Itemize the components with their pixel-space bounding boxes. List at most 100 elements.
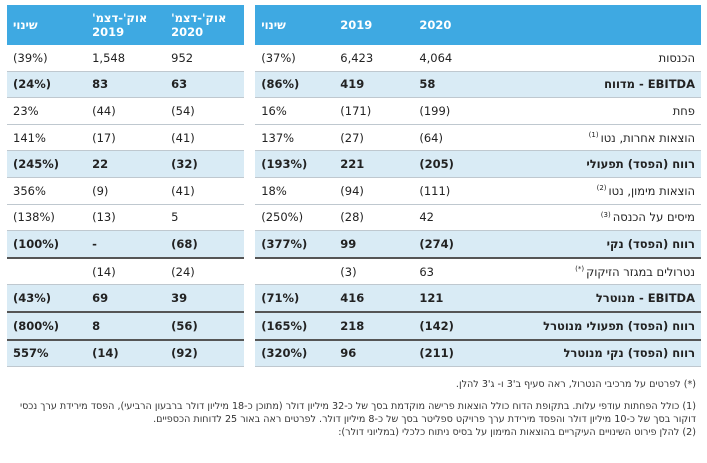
row-label: הוצאות מימון, נטו [608, 183, 695, 198]
cell-q2020: 5 [165, 204, 245, 232]
cell-q2019: (14) [86, 339, 166, 368]
column-gap [244, 71, 256, 98]
cell-qchange: 23% [7, 97, 87, 125]
cell-q2020: (32) [165, 150, 245, 178]
table-row: הוצאות אחרות, נטו(1) (64) (27) 137% (41) (17)… [7, 124, 701, 152]
cell-change: (193%) [255, 150, 335, 178]
column-gap [244, 124, 256, 151]
cell-q2019: - [86, 230, 166, 259]
cell-y2019: (28) [334, 204, 414, 232]
cell-q2020: 952 [165, 45, 245, 72]
column-gap [244, 230, 256, 258]
row-footnote-ref: (3) [600, 210, 611, 219]
footnotes: (*) לפרטים על מרכיבי הנטרול, ראה סעיף ב'… [8, 378, 696, 439]
row-label: פחת [672, 103, 695, 118]
row-label-cell: פחת [492, 97, 701, 125]
row-footnote-ref: (2) [596, 183, 607, 192]
cell-y2020: (205) [413, 150, 493, 178]
cell-q2019: 83 [86, 71, 166, 99]
row-label: מיסים על הכנסה [612, 210, 695, 225]
table-row: פחת (199) (171) 16% (54) (44) 23% [7, 97, 701, 125]
cell-qchange: 356% [7, 177, 87, 205]
cell-change: (250%) [255, 204, 335, 232]
table-row: רווח (הפסד) נקי מנוטרל (211) 96 (320%) (92)(… [7, 339, 701, 368]
cell-y2020: 42 [413, 204, 493, 232]
row-label-cell: EBITDA - מנוטרל [492, 284, 701, 313]
row-label-cell: רווח (הפסד) תפעולי מנוטרל [492, 311, 701, 341]
cell-qchange: (43%) [7, 284, 87, 313]
cell-q2020: (24) [165, 256, 245, 286]
cell-change [255, 256, 335, 286]
row-label: הוצאות אחרות, נטו [600, 130, 695, 145]
cell-q2019: (9) [86, 177, 166, 205]
cell-y2019: 221 [334, 150, 414, 178]
row-label-cell: רווח (הפסד) תפעולי [492, 150, 701, 178]
cell-qchange: 557% [7, 339, 87, 368]
cell-y2019: (27) [334, 124, 414, 152]
cell-y2019: 218 [334, 311, 414, 341]
cell-y2020: (111) [413, 177, 493, 205]
row-label-cell: הוצאות אחרות, נטו(1) [492, 124, 701, 152]
cell-qchange: (800%) [7, 311, 87, 341]
cell-q2019: 22 [86, 150, 166, 178]
column-gap [244, 311, 256, 340]
cell-y2020: 58 [413, 71, 493, 99]
row-label-cell: הוצאות מימון, נטו(2) [492, 177, 701, 205]
row-label-cell: רווח (הפסד) נקי [492, 230, 701, 259]
cell-q2019: 8 [86, 311, 166, 341]
cell-q2020: (56) [165, 311, 245, 341]
header-q-change: שינוי [7, 5, 87, 45]
row-label: EBITDA - מנוטרל [595, 291, 695, 306]
cell-y2019: (3) [334, 256, 414, 286]
column-gap [244, 150, 256, 178]
cell-y2020: 121 [413, 284, 493, 313]
cell-q2020: (92) [165, 339, 245, 368]
cell-q2019: 69 [86, 284, 166, 313]
cell-qchange [7, 256, 87, 286]
cell-q2019: (13) [86, 204, 166, 232]
cell-q2020: (68) [165, 230, 245, 259]
cell-change: (320%) [255, 339, 335, 368]
header-2020: 2020 [413, 5, 493, 45]
column-gap [244, 45, 256, 72]
cell-q2019: (14) [86, 256, 166, 286]
table-row: רווח (הפסד) תפעולי מנוטרל (142) 218 (165%) (… [7, 311, 701, 341]
column-gap [244, 97, 256, 125]
table-row: הוצאות מימון, נטו(2) (111) (94) 18% (41) (9) 3… [7, 177, 701, 205]
cell-change: 16% [255, 97, 335, 125]
table-row: EBITDA - מנוטרל 121 416 (71%) 39 69 (43%) [7, 284, 701, 313]
cell-qchange: (24%) [7, 71, 87, 99]
cell-y2019: (94) [334, 177, 414, 205]
table-row: מיסים על הכנסה(3) 42 (28) (250%) 5 (13) (138%) [7, 204, 701, 232]
cell-qchange: (245%) [7, 150, 87, 178]
row-label-cell: מיסים על הכנסה(3) [492, 204, 701, 232]
cell-q2019: 1,548 [86, 45, 166, 72]
table-row: נטרולים במגזר הזיקוק(*) 63 (3) (24) (14) [7, 256, 701, 286]
cell-q2020: (41) [165, 124, 245, 152]
cell-change: (377%) [255, 230, 335, 259]
cell-qchange: 141% [7, 124, 87, 152]
cell-change: (165%) [255, 311, 335, 341]
cell-change: (37%) [255, 45, 335, 72]
column-gap [244, 204, 256, 231]
cell-change: 137% [255, 124, 335, 152]
cell-y2020: (274) [413, 230, 493, 259]
cell-y2020: (211) [413, 339, 493, 368]
cell-q2019: (17) [86, 124, 166, 152]
header-2019: 2019 [334, 5, 414, 45]
cell-y2019: 6,423 [334, 45, 414, 72]
cell-q2020: 39 [165, 284, 245, 313]
row-label: רווח (הפסד) נקי מנוטרל [563, 346, 695, 361]
cell-y2019: (171) [334, 97, 414, 125]
footnote-star: (*) לפרטים על מרכיבי הנטרול, ראה סעיף ב'… [455, 379, 696, 390]
header-q-2020: אוק'-דצמ' 2020 [165, 5, 245, 45]
cell-q2020: 63 [165, 71, 245, 99]
cell-change: 18% [255, 177, 335, 205]
table-row: רווח (הפסד) נקי (274) 99 (377%) (68) - (100%) [7, 230, 701, 259]
row-label-cell: הכנסות [492, 45, 701, 72]
header-gap [244, 5, 256, 45]
header-label [492, 5, 701, 45]
table-row: רווח (הפסד) תפעולי (205) 221 (193%) (32) 22 (2… [7, 150, 701, 178]
cell-qchange: (100%) [7, 230, 87, 259]
